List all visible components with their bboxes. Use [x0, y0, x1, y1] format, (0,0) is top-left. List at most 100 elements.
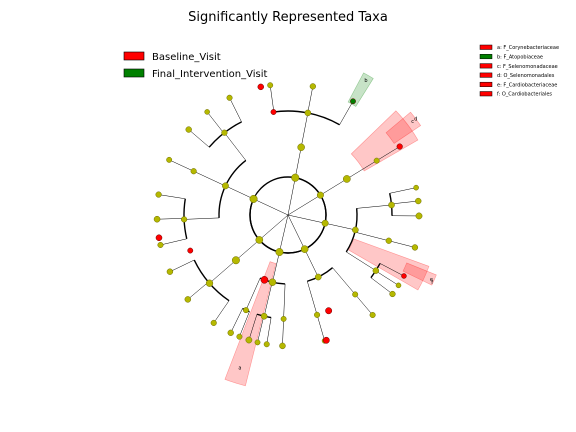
- taxon-node: [260, 312, 268, 320]
- taxa-legend-swatch: [479, 81, 493, 87]
- biomarker-node: [257, 83, 264, 91]
- taxon-node: [180, 216, 188, 223]
- branch-line: [160, 238, 187, 246]
- legend-label-baseline: Baseline_Visit: [152, 52, 221, 63]
- taxon-node: [184, 296, 192, 303]
- branch-line: [375, 270, 399, 286]
- legend-swatch-final: [123, 68, 145, 78]
- branch-line: [188, 129, 210, 148]
- taxon-node: [166, 156, 173, 163]
- branch-line: [253, 198, 289, 216]
- biomarker-node: [396, 143, 403, 150]
- branch-line: [245, 278, 261, 311]
- branch-line: [225, 185, 254, 200]
- branch-line: [169, 159, 194, 172]
- branch-line: [158, 194, 186, 200]
- branch-line: [287, 177, 296, 216]
- taxa-legend-label: a: F_Corynebacteriaceae: [497, 45, 559, 51]
- taxon-node: [389, 290, 396, 298]
- highlight-sector: [350, 110, 419, 172]
- chart-title: Significantly Represented Taxa: [188, 10, 388, 25]
- taxon-node: [372, 267, 380, 274]
- taxon-node: [411, 244, 419, 251]
- taxon-node: [291, 173, 300, 182]
- taxon-node: [415, 212, 423, 220]
- biomarker-node: [322, 336, 330, 344]
- branch-line: [354, 294, 373, 316]
- taxon-node: [205, 279, 214, 287]
- branch-line: [283, 283, 286, 319]
- branch-line: [206, 111, 225, 134]
- taxon-node: [221, 129, 228, 136]
- highlight-sector: [224, 261, 277, 387]
- branch-lines: [157, 85, 419, 346]
- root-circle: [249, 176, 327, 254]
- branch-line: [346, 251, 376, 271]
- taxon-node: [254, 339, 261, 346]
- taxon-node: [343, 175, 351, 183]
- biomarker-node: [401, 273, 407, 279]
- taxa-legend-swatch: [479, 63, 493, 69]
- taxon-node: [280, 315, 287, 322]
- taxon-node: [300, 245, 309, 253]
- branch-line: [257, 316, 265, 343]
- branch-line: [259, 214, 289, 241]
- highlight-sectors: a b c d ef: [224, 72, 437, 387]
- taxon-node: [413, 184, 419, 191]
- branch-line: [391, 200, 419, 205]
- taxon-node: [185, 126, 192, 133]
- highlight-label: c: [411, 119, 414, 125]
- taxon-node: [231, 256, 240, 265]
- taxon-node: [255, 236, 264, 244]
- branch-line: [307, 86, 314, 113]
- taxa-legend-label: c: F_Selenomonadaceae: [497, 64, 558, 70]
- taxa-legend-label: f: O_Cardiobacteriales: [497, 92, 552, 98]
- taxon-node: [210, 319, 217, 326]
- branch-line: [287, 214, 326, 224]
- branch-line: [287, 214, 305, 250]
- taxon-node: [314, 311, 321, 318]
- taxa-legend-swatch: [479, 91, 493, 97]
- branch-line: [304, 249, 319, 278]
- taxon-node: [222, 182, 229, 190]
- biomarker-node: [187, 247, 194, 254]
- branch-line: [346, 160, 377, 180]
- highlight-label: d: [414, 117, 417, 123]
- taxon-node: [245, 336, 253, 344]
- group-legend: Baseline_Visit Final_Intervention_Visit: [123, 51, 267, 80]
- branch-line: [248, 314, 258, 341]
- branch-line: [266, 317, 272, 345]
- taxon-node: [415, 197, 422, 205]
- taxa-legend-swatch: [479, 44, 493, 50]
- branch-line: [279, 214, 289, 253]
- taxon-node: [321, 219, 329, 227]
- taxon-node: [297, 143, 305, 152]
- highlight-label: b: [364, 78, 367, 84]
- branch-line: [230, 308, 243, 333]
- branch-line: [263, 282, 273, 317]
- branch-line: [325, 222, 356, 231]
- taxa-legend-label: e: F_Cardiobacteriaceae: [497, 82, 557, 88]
- branch-line: [239, 311, 250, 337]
- highlight-sector: [348, 238, 430, 291]
- taxa-legend: a: F_Corynebacteriaceae b: F_Atopobiaceae…: [479, 44, 559, 98]
- taxon-node: [275, 248, 284, 256]
- taxa-legend-swatch: [479, 72, 493, 78]
- taxon-node: [314, 273, 322, 281]
- legend-label-final: Final_Intervention_Visit: [152, 69, 267, 80]
- taxon-node: [155, 191, 162, 198]
- branch-line: [282, 318, 284, 346]
- branch-line: [169, 259, 195, 272]
- branch-line: [388, 240, 415, 248]
- biomarker-node: [270, 109, 277, 115]
- taxon-node: [309, 83, 316, 90]
- highlight-label: a: [238, 366, 241, 372]
- highlight-sector: [402, 262, 437, 286]
- taxon-node: [268, 278, 277, 286]
- taxon-node: [267, 82, 274, 89]
- branch-line: [370, 277, 393, 295]
- branch-line: [307, 281, 318, 315]
- branch-line: [379, 263, 405, 277]
- branch-line: [209, 260, 237, 284]
